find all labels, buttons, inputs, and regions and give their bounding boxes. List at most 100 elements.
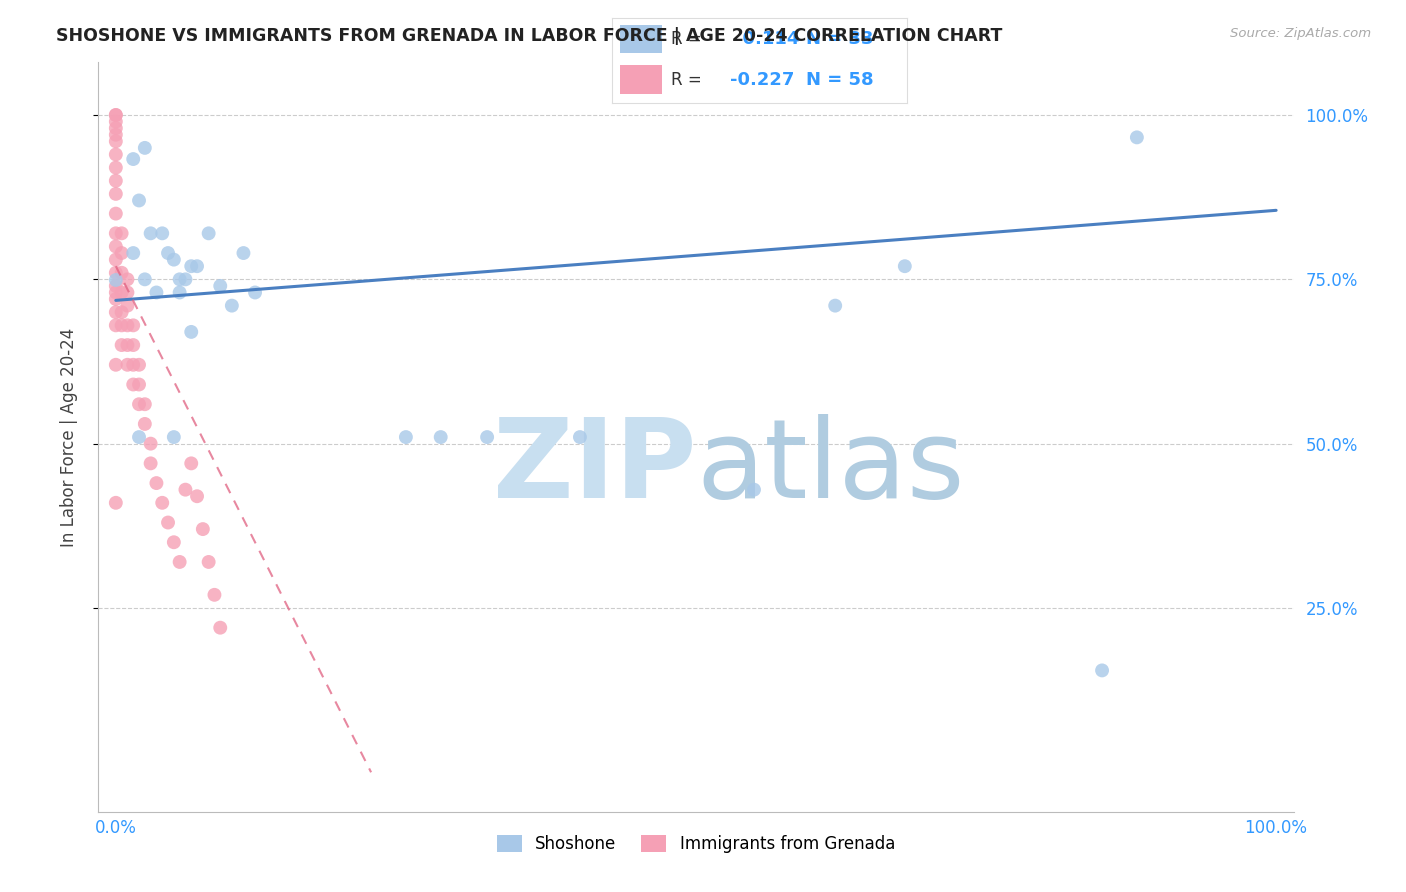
Text: N = 33: N = 33 [807,30,875,48]
Point [104,128,127,142]
Point [104,161,127,175]
Point [180,259,202,273]
Point [209,279,232,293]
Point [104,134,127,148]
Point [186,259,208,273]
Text: R =: R = [671,30,702,48]
Point [395,430,418,444]
Text: R =: R = [671,70,702,88]
Point [163,535,186,549]
Point [104,147,127,161]
Text: SHOSHONE VS IMMIGRANTS FROM GRENADA IN LABOR FORCE | AGE 20-24 CORRELATION CHART: SHOSHONE VS IMMIGRANTS FROM GRENADA IN L… [56,27,1002,45]
Point [128,397,150,411]
Point [475,430,498,444]
Point [111,318,134,333]
Point [104,186,127,201]
Point [139,436,162,450]
Point [824,299,846,313]
Y-axis label: In Labor Force | Age 20-24: In Labor Force | Age 20-24 [59,327,77,547]
Point [197,555,219,569]
Point [128,377,150,392]
Point [243,285,266,300]
Point [104,279,127,293]
Point [104,318,127,333]
Point [104,108,127,122]
Point [117,272,139,286]
Point [122,318,145,333]
Point [111,266,134,280]
Point [429,430,451,444]
Point [139,456,162,470]
Point [111,305,134,319]
Point [145,476,167,491]
Point [134,141,156,155]
Point [104,121,127,136]
Point [122,338,145,352]
Bar [620,25,662,54]
Point [221,299,243,313]
Point [163,252,186,267]
Point [117,318,139,333]
Point [150,496,173,510]
Point [191,522,214,536]
Point [104,305,127,319]
Point [204,588,226,602]
Point [174,272,197,286]
Point [117,299,139,313]
Point [186,489,208,503]
Point [174,483,197,497]
Point [568,430,591,444]
Point [139,227,162,241]
Point [111,285,134,300]
Point [894,259,917,273]
Point [157,246,180,260]
Point [104,292,127,306]
Point [104,206,127,220]
Text: ZIP: ZIP [492,414,696,521]
Point [122,246,145,260]
Point [104,227,127,241]
Point [742,483,765,497]
Point [180,325,202,339]
Point [122,377,145,392]
Point [145,285,167,300]
Point [104,496,127,510]
Text: 0.114: 0.114 [730,30,799,48]
Point [104,273,127,287]
Point [209,621,232,635]
Point [104,114,127,128]
Point [111,246,134,260]
Point [104,285,127,300]
Point [128,358,150,372]
Point [169,555,191,569]
Point [104,358,127,372]
Point [104,266,127,280]
Text: atlas: atlas [696,414,965,521]
Point [111,338,134,352]
Point [197,227,219,241]
Point [157,516,180,530]
Bar [620,65,662,95]
Point [122,152,145,166]
Point [104,108,127,122]
Point [150,227,173,241]
Text: -0.227: -0.227 [730,70,794,88]
Text: N = 58: N = 58 [807,70,875,88]
Point [104,252,127,267]
Point [134,417,156,431]
Point [169,285,191,300]
Point [122,358,145,372]
Point [232,246,254,260]
Point [117,338,139,352]
Text: Source: ZipAtlas.com: Source: ZipAtlas.com [1230,27,1371,40]
Point [117,285,139,300]
Point [1091,664,1114,678]
Point [169,272,191,286]
Point [111,227,134,241]
Point [1126,130,1149,145]
Point [134,272,156,286]
Point [163,430,186,444]
Point [128,194,150,208]
Legend: Shoshone, Immigrants from Grenada: Shoshone, Immigrants from Grenada [491,828,901,860]
Point [104,174,127,188]
